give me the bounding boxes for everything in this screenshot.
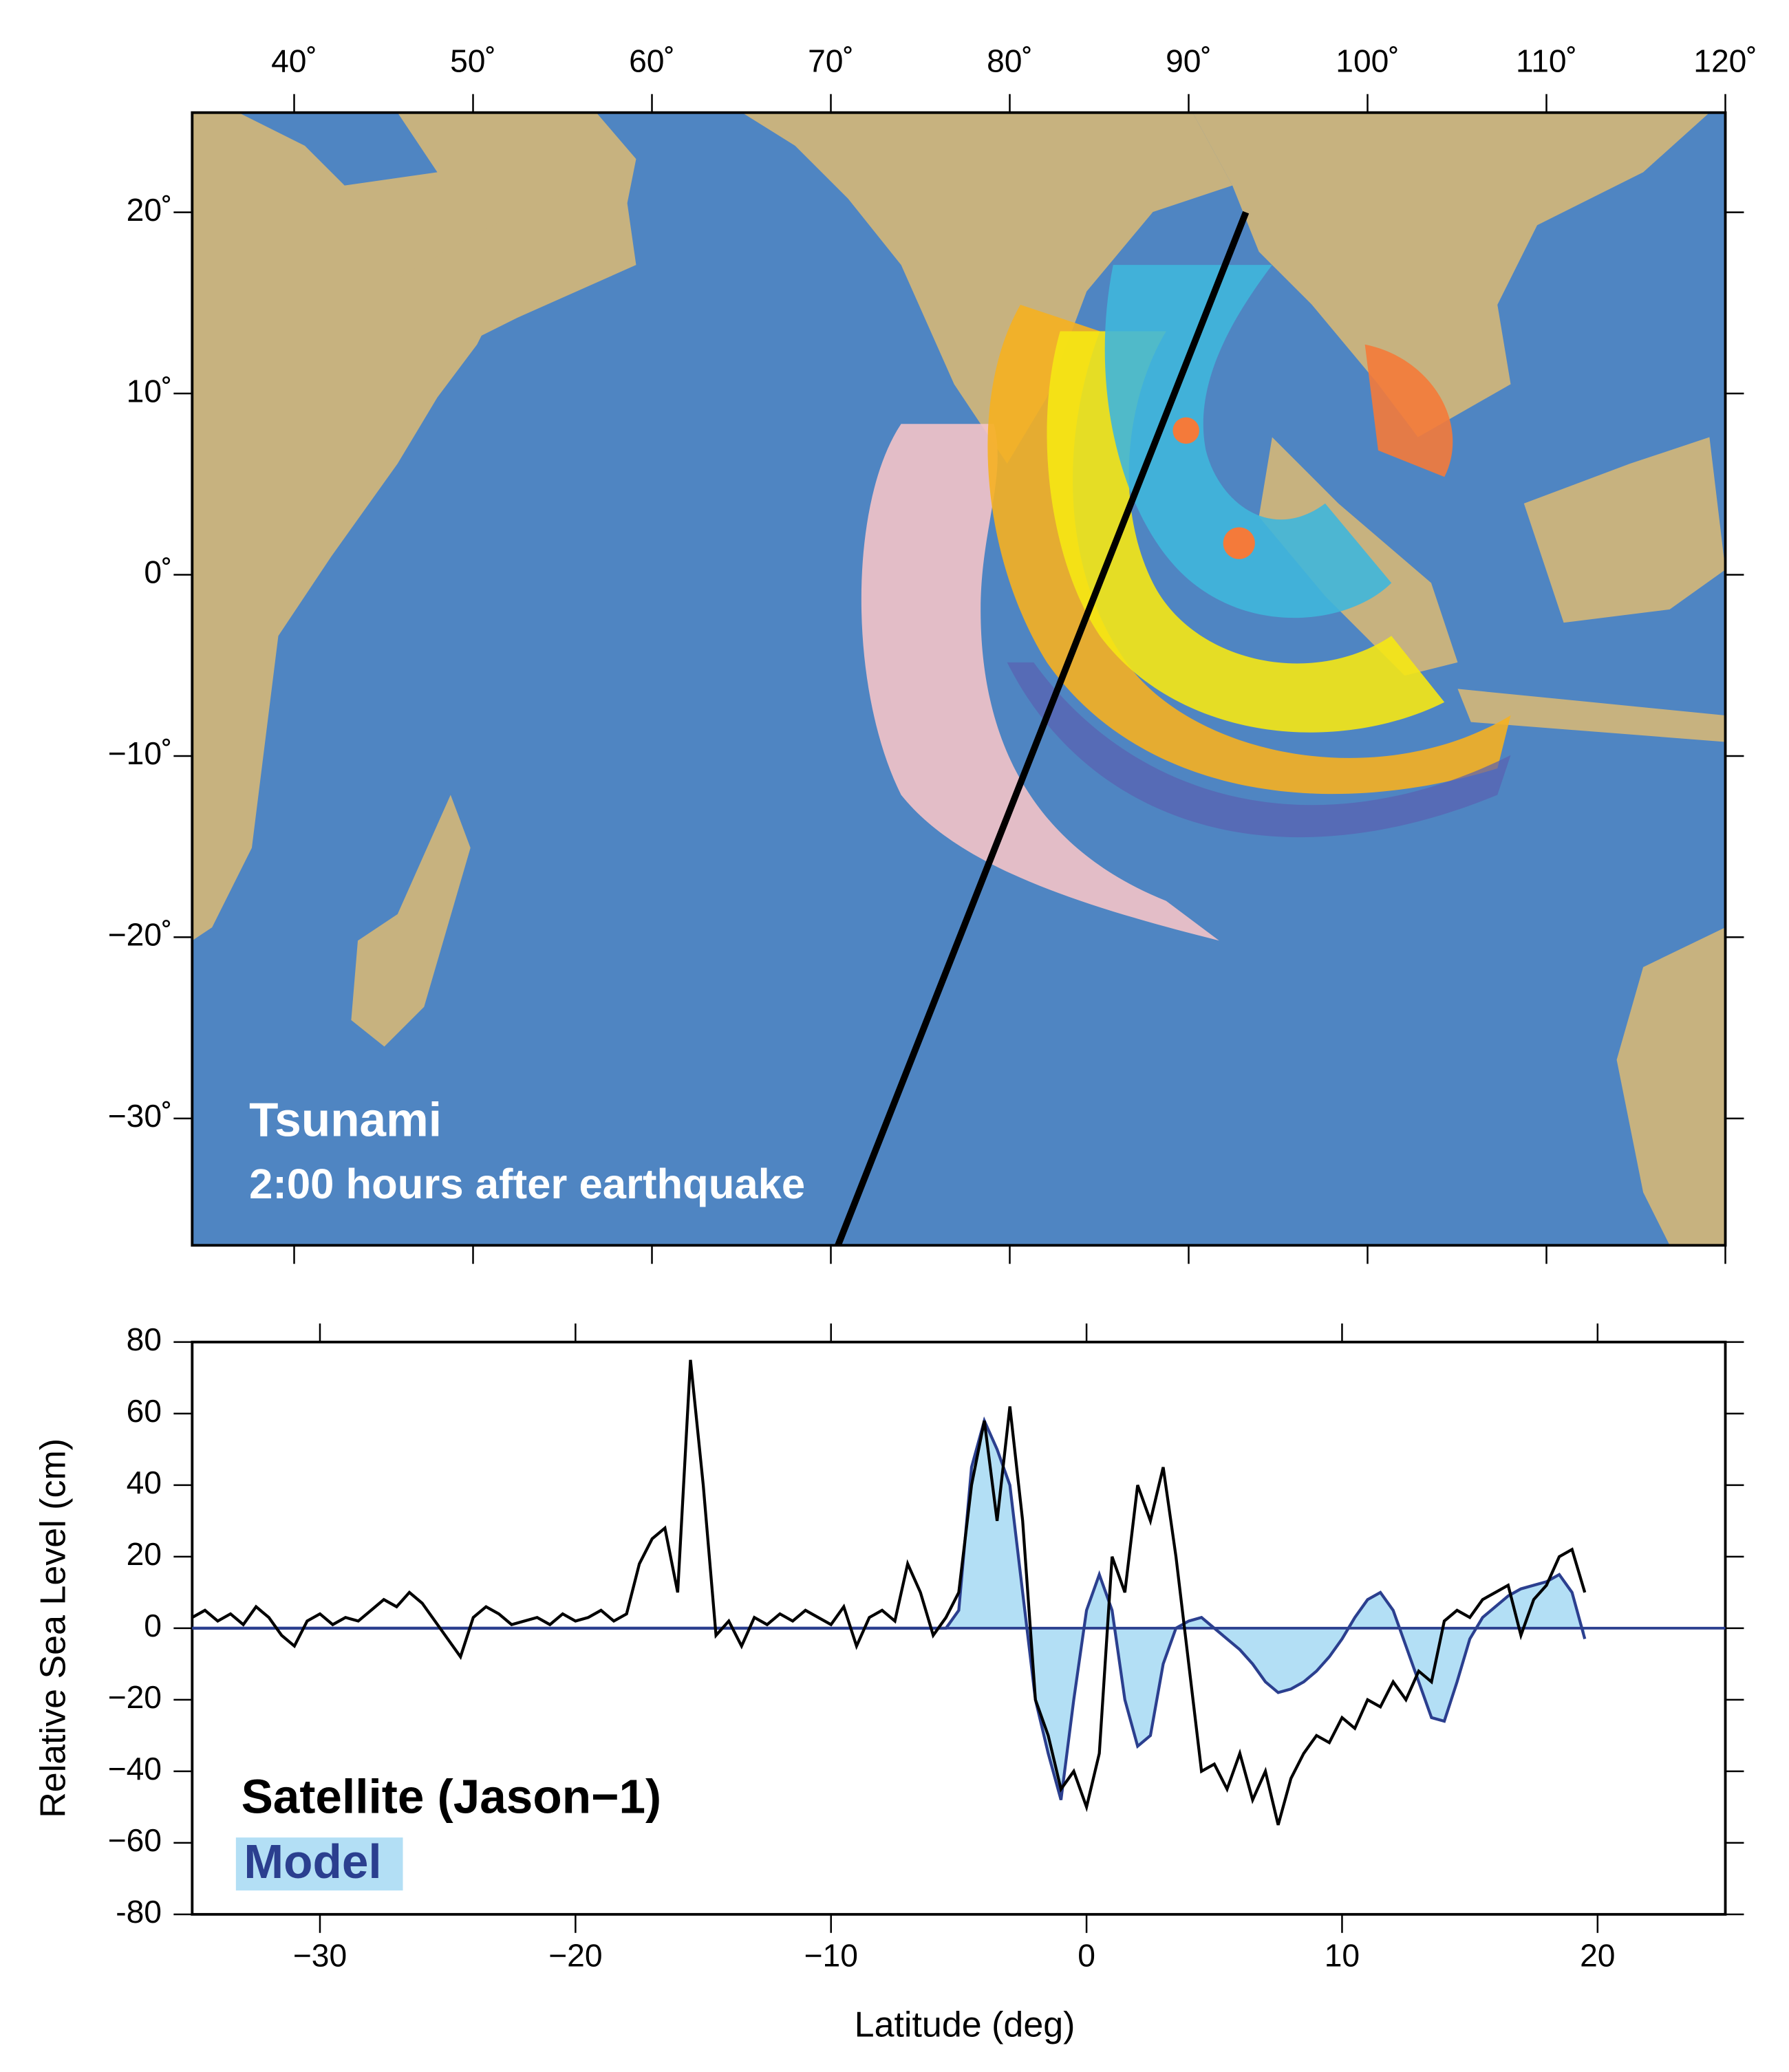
series-line — [192, 1416, 1587, 1800]
x-tick-label: 100˚ — [1336, 43, 1399, 79]
y-tick-label: −20 — [108, 1679, 162, 1715]
annotation: Tsunami — [249, 1092, 442, 1146]
map-background — [192, 112, 1726, 1246]
legend-swatch — [235, 1837, 403, 1891]
x-tick-label: 70˚ — [808, 43, 854, 79]
map-frame — [191, 111, 1727, 1247]
x-tick-label: 80˚ — [987, 43, 1033, 79]
legend-label: Satellite (Jason−1) — [242, 1770, 662, 1824]
x-axis-label: Latitude (deg) — [855, 2005, 1075, 2044]
model-area — [192, 1421, 1585, 1800]
series-line — [191, 1359, 1587, 1826]
x-tick-label: 110˚ — [1516, 43, 1577, 79]
x-tick-label: −10 — [804, 1938, 858, 1974]
x-tick-label: 90˚ — [1166, 43, 1212, 79]
y-tick-label: 20˚ — [127, 192, 173, 228]
satellite-track — [835, 211, 1250, 1247]
y-tick-label: −60 — [108, 1822, 162, 1858]
y-tick-label: 0 — [144, 1608, 162, 1643]
x-tick-label: 0 — [1078, 1938, 1095, 1974]
x-tick-label: 120˚ — [1693, 43, 1757, 79]
x-tick-label: 50˚ — [450, 43, 496, 79]
y-tick-label: −10˚ — [108, 735, 173, 771]
annotation: 2:00 hours after earthquake — [249, 1161, 805, 1208]
x-tick-label: 40˚ — [271, 43, 317, 79]
y-tick-label: 40 — [127, 1465, 162, 1500]
y-tick-label: −40 — [108, 1751, 162, 1787]
y-tick-label: -80 — [116, 1894, 162, 1930]
y-tick-label: −30˚ — [108, 1098, 173, 1134]
y-tick-label: 20 — [127, 1536, 162, 1572]
legend-label: Model — [244, 1835, 381, 1888]
x-tick-label: −30 — [293, 1938, 347, 1974]
y-tick-label: 10˚ — [127, 373, 173, 409]
x-tick-label: 10 — [1325, 1938, 1360, 1974]
y-tick-label: 80 — [127, 1321, 162, 1357]
y-axis-label: Relative Sea Level (cm) — [34, 1438, 74, 1818]
y-tick-label: −20˚ — [108, 917, 173, 953]
y-tick-label: 0˚ — [144, 554, 172, 590]
x-tick-label: −20 — [548, 1938, 602, 1974]
y-tick-label: 60 — [127, 1393, 162, 1429]
x-tick-label: 60˚ — [629, 43, 675, 79]
x-tick-label: 20 — [1580, 1938, 1615, 1974]
